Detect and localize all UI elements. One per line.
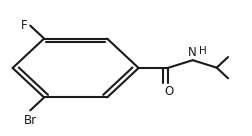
Text: H: H: [199, 46, 207, 56]
Text: Br: Br: [24, 115, 37, 127]
Text: O: O: [164, 85, 173, 98]
Text: N: N: [188, 47, 197, 60]
Text: F: F: [21, 19, 27, 32]
